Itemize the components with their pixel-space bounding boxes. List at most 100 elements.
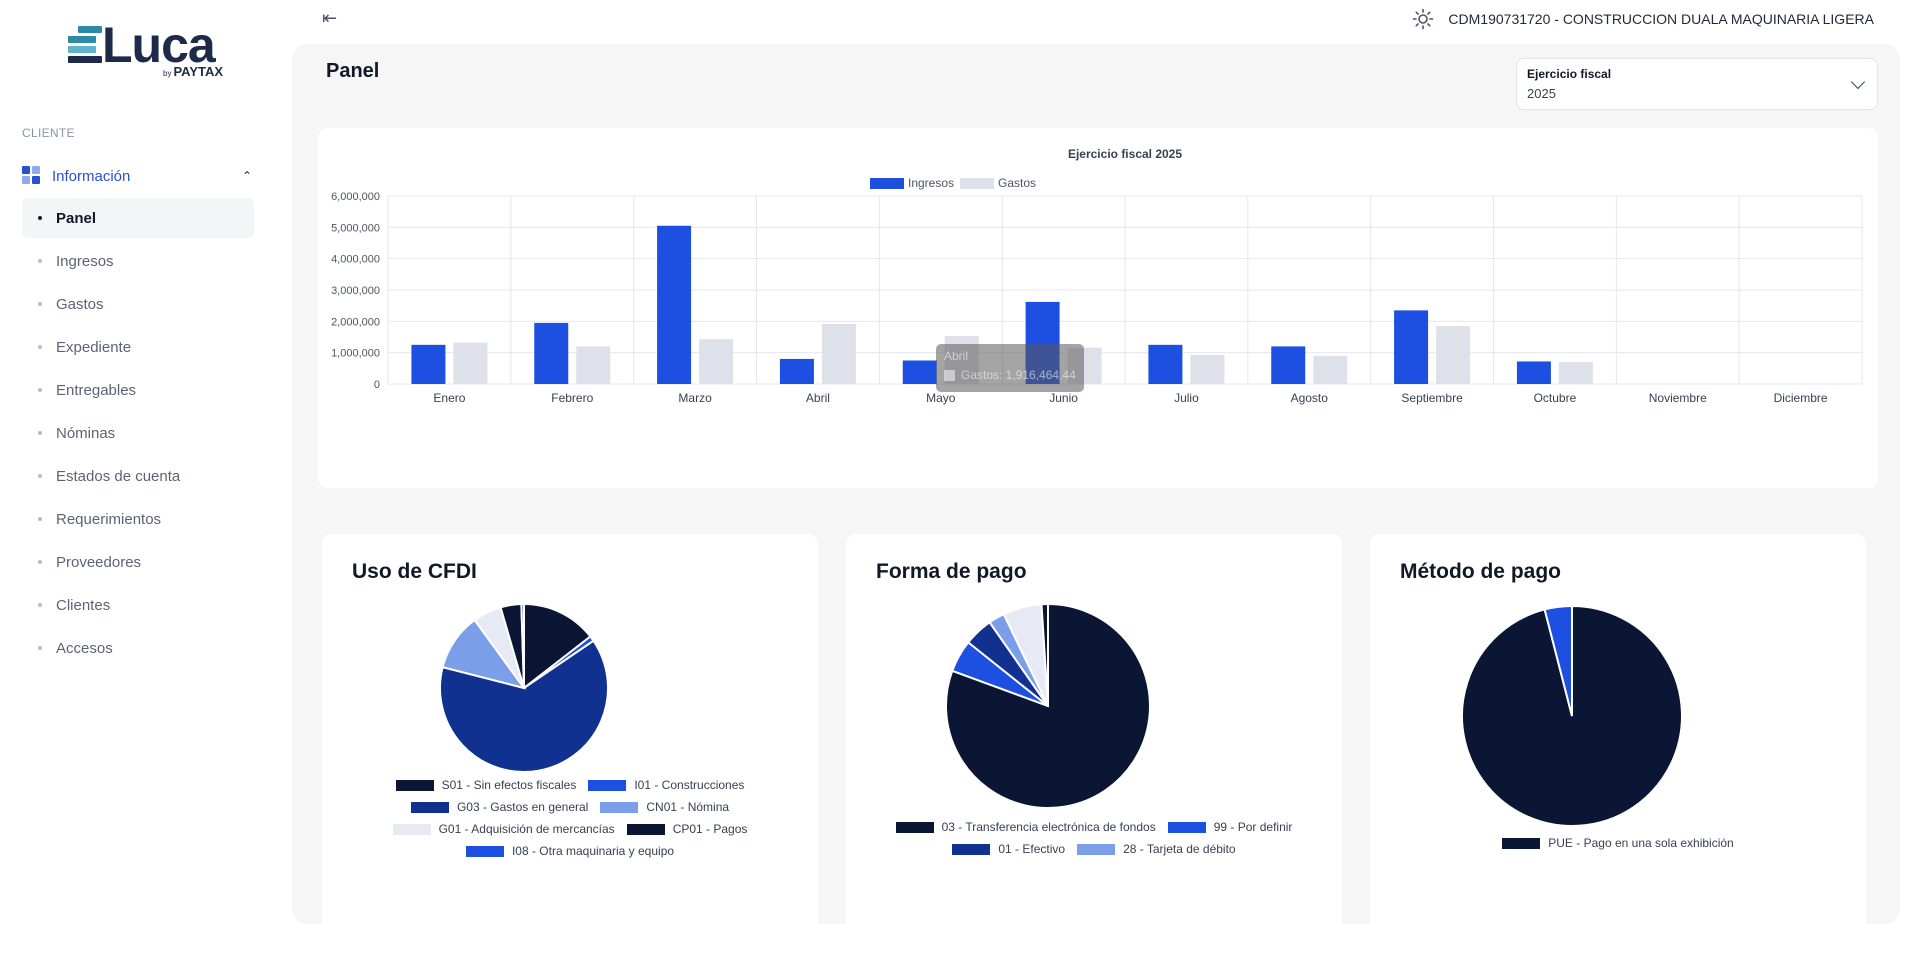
legend-swatch bbox=[626, 823, 665, 835]
bar-ingresos-enero[interactable] bbox=[411, 344, 446, 384]
sidebar-item-proveedores[interactable]: Proveedores bbox=[22, 542, 254, 582]
legend-item[interactable]: 28 - Tarjeta de débito bbox=[1077, 838, 1236, 860]
legend-item[interactable]: CN01 - Nómina bbox=[600, 796, 729, 818]
legend-item[interactable]: I08 - Otra maquinaria y equipo bbox=[465, 840, 675, 862]
fiscal-year-select[interactable]: Ejercicio fiscal 2025 bbox=[1516, 58, 1878, 110]
tooltip-swatch bbox=[944, 369, 955, 381]
legend-label: Ingresos bbox=[908, 176, 954, 190]
bullet-icon bbox=[38, 259, 42, 263]
bar-ingresos-agosto[interactable] bbox=[1271, 346, 1306, 384]
sidebar-item-label: Proveedores bbox=[56, 553, 142, 571]
pie-card-metodo-pago: Método de pago PUE - Pago en una sola ex… bbox=[1370, 534, 1866, 954]
sidebar-item-label: Expediente bbox=[56, 338, 132, 356]
sidebar-item-clientes[interactable]: Clientes bbox=[22, 585, 254, 625]
x-tick-label: Enero bbox=[433, 391, 465, 405]
bar-ingresos-marzo[interactable] bbox=[657, 225, 692, 384]
bar-ingresos-septiembre[interactable] bbox=[1394, 310, 1429, 384]
pie-slice[interactable] bbox=[523, 602, 592, 691]
legend-item[interactable]: S01 - Sin efectos fiscales bbox=[395, 774, 576, 796]
sun-icon[interactable] bbox=[1412, 8, 1434, 30]
sidebar-item-label: Panel bbox=[56, 209, 97, 227]
legend-swatch bbox=[870, 178, 904, 189]
x-tick-label: Julio bbox=[1174, 391, 1199, 405]
legend-item[interactable]: PUE - Pago en una sola exhibición bbox=[1502, 832, 1734, 854]
legend-item[interactable]: G03 - Gastos en general bbox=[410, 796, 589, 818]
sidebar-item-label: Nóminas bbox=[56, 424, 116, 442]
legend-item[interactable]: G01 - Adquisición de mercancías bbox=[392, 818, 615, 840]
sidebar-item-accesos[interactable]: Accesos bbox=[22, 628, 254, 668]
bar-gastos-febrero[interactable] bbox=[576, 346, 611, 384]
bar-ingresos-octubre[interactable] bbox=[1516, 361, 1551, 384]
x-tick-label: Marzo bbox=[678, 391, 712, 405]
pie-slice[interactable] bbox=[439, 639, 609, 773]
fiscal-year-value: 2025 bbox=[1527, 86, 1556, 101]
pie-title: Método de pago bbox=[1400, 560, 1561, 583]
bar-gastos-julio[interactable] bbox=[1190, 354, 1225, 384]
pie-chart-uso-cfdi bbox=[439, 602, 609, 773]
y-tick-label: 4,000,000 bbox=[331, 254, 380, 266]
bar-gastos-marzo[interactable] bbox=[699, 339, 734, 384]
bullet-icon bbox=[38, 646, 42, 650]
bullet-icon bbox=[38, 431, 42, 435]
pie-slice[interactable] bbox=[520, 602, 525, 689]
legend-label: G03 - Gastos en general bbox=[456, 800, 589, 814]
collapse-sidebar-icon[interactable]: ⇤ bbox=[322, 8, 338, 28]
pie-card-uso-cfdi: Uso de CFDI S01 - Sin efectos fiscales I0… bbox=[322, 534, 818, 954]
legend-item[interactable]: I01 - Construcciones bbox=[588, 774, 744, 796]
legend-item[interactable]: 99 - Por definir bbox=[1167, 816, 1292, 838]
sidebar-item-ingresos[interactable]: Ingresos bbox=[22, 241, 254, 281]
sidebar-item-entregables[interactable]: Entregables bbox=[22, 370, 254, 410]
bar-ingresos-julio[interactable] bbox=[1148, 344, 1183, 384]
legend-swatch bbox=[1077, 843, 1116, 855]
brand-logo[interactable]: Luca by PAYTAX bbox=[68, 17, 238, 82]
x-tick-label: Abril bbox=[806, 391, 830, 405]
legend-item[interactable]: CP01 - Pagos bbox=[626, 818, 747, 840]
x-tick-label: Febrero bbox=[551, 391, 593, 405]
pie-legend-metodo-pago: PUE - Pago en una sola exhibición bbox=[1370, 832, 1866, 854]
monthly-bar-chart-card: Ejercicio fiscal 2025 Ingresos Gastos 6,000… bbox=[318, 128, 1878, 488]
sidebar-item-estados-de-cuenta[interactable]: Estados de cuenta bbox=[22, 456, 254, 496]
bar-gastos-agosto[interactable] bbox=[1313, 355, 1348, 384]
sidebar-item-label: Estados de cuenta bbox=[56, 467, 181, 485]
pie-slice[interactable] bbox=[1543, 604, 1573, 717]
brand-sub: by PAYTAX bbox=[163, 64, 224, 79]
legend-label: 03 - Transferencia electrónica de fondos bbox=[941, 820, 1156, 834]
sidebar-nav: Panel Ingresos Gastos Expediente Entregables… bbox=[22, 198, 254, 671]
y-tick-label: 0 bbox=[374, 379, 380, 391]
legend-swatch bbox=[600, 801, 639, 813]
bar-ingresos-abril[interactable] bbox=[779, 358, 814, 384]
legend-label: 28 - Tarjeta de débito bbox=[1123, 842, 1236, 856]
x-tick-label: Mayo bbox=[926, 391, 956, 405]
bar-gastos-abril[interactable] bbox=[821, 323, 856, 384]
legend-label: I01 - Construcciones bbox=[634, 778, 745, 792]
legend-item[interactable]: 03 - Transferencia electrónica de fondos bbox=[895, 816, 1156, 838]
bar-gastos-enero[interactable] bbox=[453, 342, 488, 384]
legend-label: CN01 - Nómina bbox=[646, 800, 730, 814]
legend-label: I08 - Otra maquinaria y equipo bbox=[511, 844, 675, 858]
y-tick-label: 2,000,000 bbox=[331, 316, 380, 328]
bar-chart: Ejercicio fiscal 2025 Ingresos Gastos 6,000… bbox=[331, 147, 1863, 405]
chevron-up-icon[interactable]: ⌃ bbox=[241, 169, 252, 183]
y-tick-label: 1,000,000 bbox=[331, 348, 380, 360]
bar-gastos-septiembre[interactable] bbox=[1436, 326, 1471, 384]
bar-ingresos-febrero[interactable] bbox=[534, 322, 569, 384]
bar-gastos-octubre[interactable] bbox=[1558, 362, 1593, 384]
legend-swatch bbox=[895, 821, 934, 833]
bar-ingresos-mayo[interactable] bbox=[902, 360, 937, 385]
sidebar-group-informacion[interactable]: Información ⌃ bbox=[22, 162, 254, 190]
legend-item[interactable]: 01 - Efectivo bbox=[952, 838, 1065, 860]
bullet-icon bbox=[38, 517, 42, 521]
pie-legend-uso-cfdi: S01 - Sin efectos fiscales I01 - Construc… bbox=[322, 774, 818, 862]
y-tick-label: 5,000,000 bbox=[331, 222, 380, 234]
bullet-icon bbox=[38, 345, 42, 349]
sidebar-item-requerimientos[interactable]: Requerimientos bbox=[22, 499, 254, 539]
sidebar-item-nóminas[interactable]: Nóminas bbox=[22, 413, 254, 453]
sidebar-item-panel[interactable]: Panel bbox=[22, 198, 254, 238]
sidebar-item-expediente[interactable]: Expediente bbox=[22, 327, 254, 367]
company-header: CDM190731720 - CONSTRUCCION DUALA MAQUIN… bbox=[1412, 8, 1874, 30]
x-tick-label: Octubre bbox=[1534, 391, 1577, 405]
pie-slice[interactable] bbox=[1040, 602, 1049, 707]
tooltip-title: Abril bbox=[944, 349, 969, 363]
sidebar-item-gastos[interactable]: Gastos bbox=[22, 284, 254, 324]
bullet-icon bbox=[38, 302, 42, 306]
